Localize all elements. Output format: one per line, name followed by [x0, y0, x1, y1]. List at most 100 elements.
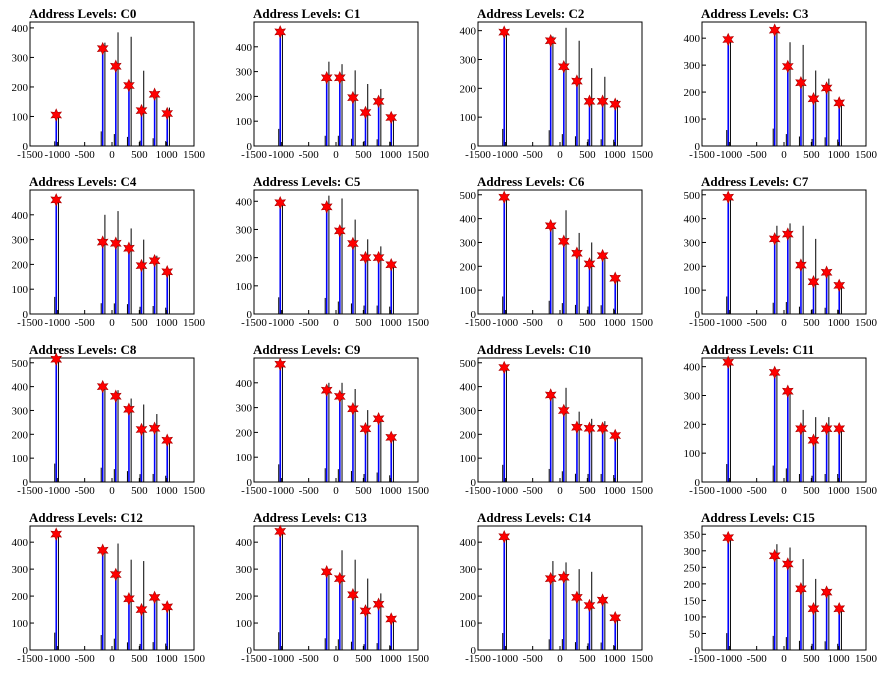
y-tick-label: 100	[460, 453, 477, 465]
x-tick-label: 1500	[407, 149, 430, 161]
chart-panel: Address Levels: C9 0 100 200 300 400 -1500 -100…	[236, 342, 430, 497]
y-tick-label: 0	[471, 477, 477, 489]
peak-star-marker	[372, 94, 385, 109]
x-tick-label: 500	[579, 485, 596, 497]
x-tick-label: 0	[557, 485, 563, 497]
peak-star-marker	[557, 59, 570, 74]
x-tick-label: 0	[333, 317, 339, 329]
x-tick-label: -1500	[241, 485, 267, 497]
y-tick-label: 400	[12, 210, 29, 222]
peak-star-marker	[274, 195, 287, 210]
peak-star-marker	[583, 257, 596, 271]
peak-star-marker	[135, 103, 148, 118]
x-tick-label: 1500	[407, 653, 430, 665]
peak-star-marker	[557, 403, 570, 418]
x-tick-label: -1000	[492, 653, 518, 665]
x-tick-label: -1500	[17, 149, 43, 161]
x-tick-label: -500	[747, 485, 768, 497]
x-tick-label: 500	[803, 317, 820, 329]
x-tick-label: -1500	[465, 485, 491, 497]
peak-star-marker	[148, 87, 161, 102]
y-tick-label: 100	[12, 453, 29, 465]
peak-star-marker	[347, 90, 359, 105]
x-tick-label: -1000	[716, 149, 742, 161]
chart-panel: Address Levels: C2 0 100 200 300 400 -1500 -100…	[460, 6, 654, 161]
x-tick-label: 1500	[855, 485, 878, 497]
peak-star-marker	[320, 71, 333, 85]
x-tick-label: -500	[747, 149, 768, 161]
x-tick-label: 0	[109, 149, 115, 161]
x-tick-label: -1000	[268, 149, 294, 161]
peak-star-marker	[96, 235, 109, 249]
peak-star-marker	[722, 190, 735, 204]
peak-star-marker	[274, 524, 287, 539]
x-tick-label: -500	[299, 485, 320, 497]
peak-star-marker	[544, 219, 557, 233]
x-tick-label: 1500	[631, 485, 654, 497]
peak-star-marker	[359, 105, 372, 120]
x-tick-label: -1000	[44, 653, 70, 665]
chart-panel: Address Levels: C5 0 100 200 300 400 -1500 -100…	[236, 174, 430, 329]
x-tick-label: -500	[75, 317, 96, 329]
y-tick-label: 500	[460, 358, 477, 370]
peak-star-marker	[557, 570, 570, 584]
chart-title: Address Levels: C10	[477, 342, 591, 357]
peak-star-marker	[544, 571, 557, 586]
y-tick-label: 200	[684, 87, 701, 99]
peak-star-marker	[123, 402, 135, 417]
x-tick-label: -1500	[465, 653, 491, 665]
peak-star-marker	[359, 604, 372, 618]
chart-panel: Address Levels: C10 0 100 200 300 400 500 -1500…	[460, 342, 654, 497]
y-tick-label: 300	[12, 52, 29, 64]
x-tick-label: -1500	[689, 653, 715, 665]
y-tick-label: 250	[684, 562, 701, 574]
x-tick-label: 1000	[380, 149, 403, 161]
peak-star-marker	[135, 258, 148, 273]
peak-star-marker	[320, 565, 333, 579]
peak-star-marker	[609, 610, 622, 625]
x-tick-label: 500	[803, 653, 820, 665]
x-tick-label: -1000	[492, 149, 518, 161]
chart-title: Address Levels: C2	[477, 6, 584, 21]
peak-star-marker	[161, 600, 174, 614]
peak-star-marker	[807, 433, 820, 447]
y-tick-label: 300	[236, 403, 253, 415]
peak-star-marker	[96, 41, 109, 56]
y-tick-label: 400	[236, 196, 253, 208]
peak-star-marker	[609, 271, 622, 285]
chart-panel: Address Levels: C15 0 50 100 150 200 250 300 350…	[684, 510, 878, 665]
peak-star-marker	[498, 190, 511, 204]
x-tick-label: 1000	[380, 653, 403, 665]
y-tick-label: 0	[247, 309, 253, 321]
y-tick-label: 100	[236, 452, 253, 464]
y-tick-label: 200	[460, 591, 477, 603]
y-tick-label: 300	[684, 390, 701, 402]
y-tick-label: 400	[236, 537, 253, 549]
peak-star-marker	[161, 265, 174, 279]
x-tick-label: 1000	[828, 653, 851, 665]
x-tick-label: 1000	[380, 485, 403, 497]
peak-star-marker	[795, 258, 807, 272]
x-tick-label: -1500	[241, 317, 267, 329]
y-tick-label: 50	[689, 628, 701, 640]
chart-title: Address Levels: C1	[253, 6, 360, 21]
chart-title: Address Levels: C6	[477, 174, 585, 189]
peak-star-marker	[347, 236, 359, 251]
peak-star-marker	[50, 352, 63, 366]
peak-star-marker	[359, 250, 372, 265]
y-tick-label: 100	[684, 612, 701, 624]
peak-star-marker	[123, 241, 135, 256]
x-tick-label: -1000	[268, 317, 294, 329]
peak-star-marker	[333, 71, 346, 85]
peak-star-marker	[571, 246, 583, 260]
y-tick-label: 400	[684, 214, 701, 226]
y-tick-label: 500	[684, 190, 701, 202]
y-tick-label: 0	[23, 477, 29, 489]
x-tick-label: -500	[523, 317, 544, 329]
y-tick-label: 300	[236, 67, 253, 79]
x-tick-label: 500	[131, 653, 148, 665]
x-tick-label: 500	[355, 485, 372, 497]
peak-star-marker	[50, 193, 63, 207]
x-tick-label: 500	[803, 149, 820, 161]
x-tick-label: -500	[75, 653, 96, 665]
